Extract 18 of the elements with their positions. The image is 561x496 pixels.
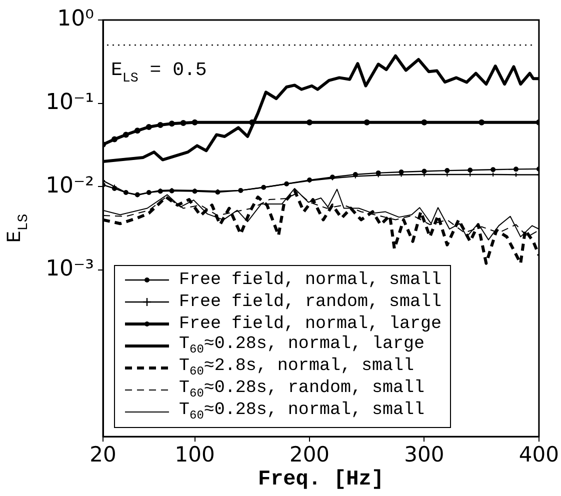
- x-tick-label: 200: [289, 442, 330, 467]
- legend-label: T$_{60}$≈0.28s, normal, small: [179, 400, 424, 423]
- legend-label: T$_{60}$≈0.28s, random, small: [179, 378, 424, 401]
- y-tick-label: 10⁻²: [46, 173, 94, 198]
- legend-label: Free field, normal, large: [179, 314, 442, 334]
- x-tick-label: 20: [90, 442, 116, 467]
- y-tick-label: 10⁰: [57, 6, 94, 32]
- legend-label: T$_{60}$≈0.28s, normal, large: [179, 334, 424, 357]
- x-tick-label: 400: [518, 442, 560, 467]
- x-axis-title: Freq. [Hz]: [258, 468, 384, 492]
- y-tick-label: 10⁻³: [46, 256, 94, 282]
- y-tick-label: 10⁻¹: [46, 90, 94, 116]
- legend-label: T$_{60}$≈2.8s, normal, small: [179, 356, 414, 379]
- x-tick-label: 100: [174, 442, 215, 467]
- y-axis-title: ELS: [4, 214, 32, 243]
- legend-label: Free field, normal, small: [179, 270, 442, 290]
- legend-label: Free field, random, small: [179, 292, 442, 312]
- x-tick-label: 300: [404, 442, 444, 467]
